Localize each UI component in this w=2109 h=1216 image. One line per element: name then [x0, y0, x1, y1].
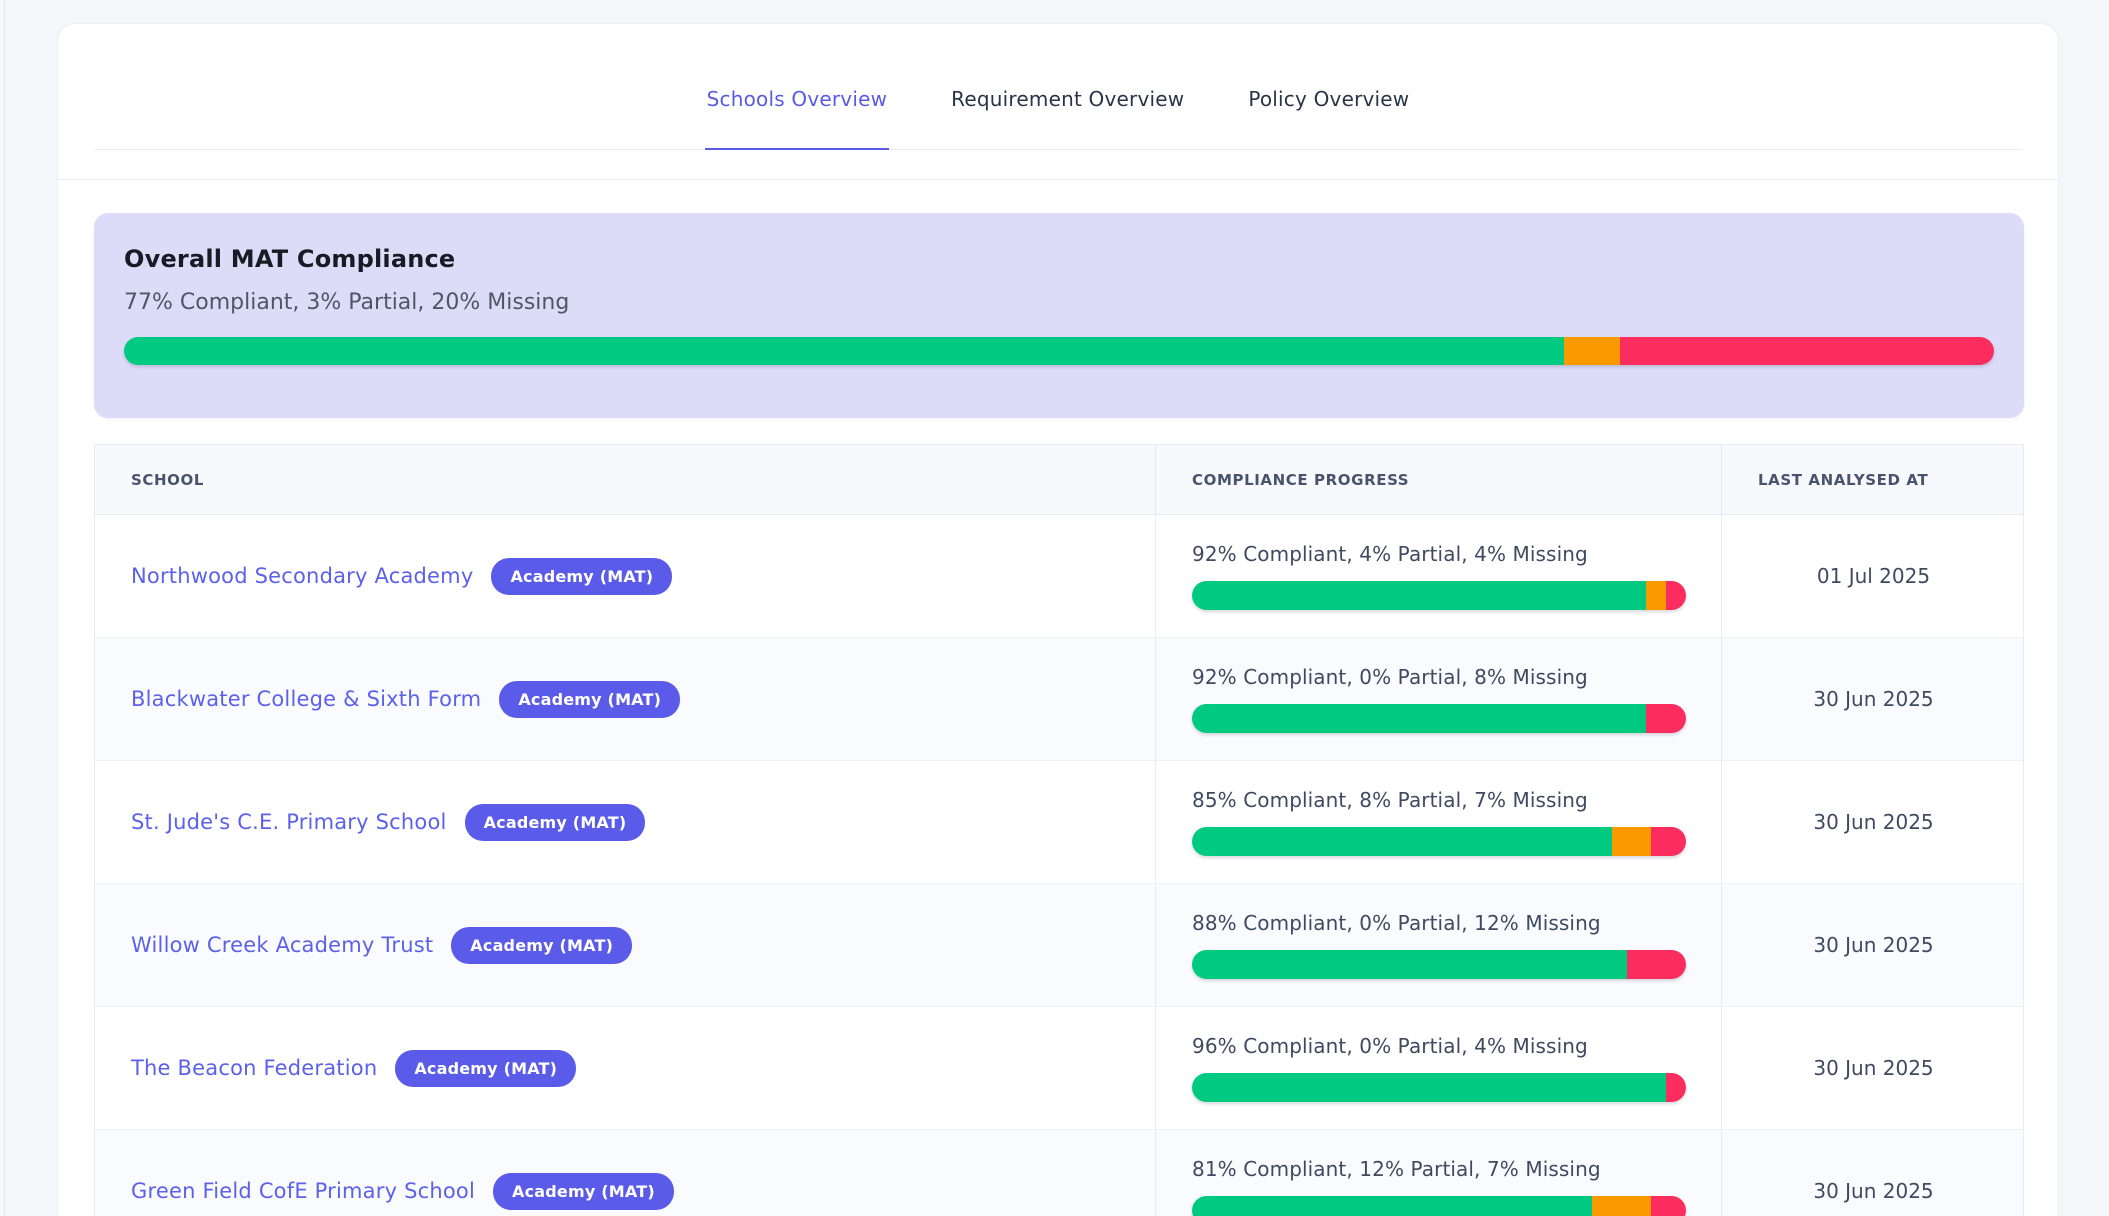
school-cell: Willow Creek Academy Trust Academy (MAT) — [95, 884, 1155, 1006]
missing-segment — [1651, 827, 1686, 856]
table-row: The Beacon Federation Academy (MAT) 96% … — [95, 1007, 2023, 1130]
overall-compliance-subtitle: 77% Compliant, 3% Partial, 20% Missing — [124, 290, 570, 315]
compliant-segment — [1192, 581, 1647, 610]
school-link[interactable]: The Beacon Federation — [131, 1056, 378, 1080]
missing-segment — [1666, 581, 1686, 610]
column-header-school: School — [131, 470, 205, 489]
school-type-badge: Academy (MAT) — [451, 926, 633, 964]
compliance-label: 96% Compliant, 0% Partial, 4% Missing — [1192, 1034, 1588, 1058]
schools-table: School Compliance Progress Last Analysed… — [94, 444, 2024, 1216]
compliance-label: 92% Compliant, 0% Partial, 8% Missing — [1192, 665, 1588, 689]
tabs-header: Schools Overview Requirement Overview Po… — [58, 24, 2058, 180]
partial-segment — [1592, 1196, 1652, 1216]
school-cell: The Beacon Federation Academy (MAT) — [95, 1007, 1155, 1129]
table-row: St. Jude's C.E. Primary School Academy (… — [95, 761, 2023, 884]
main-card: Schools Overview Requirement Overview Po… — [57, 23, 2059, 1216]
missing-segment — [1666, 1073, 1686, 1102]
compliance-label: 92% Compliant, 4% Partial, 4% Missing — [1192, 542, 1588, 566]
school-type-badge: Academy (MAT) — [491, 557, 673, 595]
overall-compliance-bar — [124, 337, 1994, 365]
partial-segment — [1611, 827, 1652, 856]
table-row: Blackwater College & Sixth Form Academy … — [95, 638, 2023, 761]
tab[interactable]: Schools Overview — [704, 87, 890, 150]
compliance-cell: 92% Compliant, 0% Partial, 8% Missing — [1155, 638, 1721, 760]
missing-segment — [1626, 950, 1686, 979]
header-divider — [58, 179, 2058, 180]
school-link[interactable]: Northwood Secondary Academy — [131, 564, 474, 588]
missing-segment — [1619, 337, 1994, 365]
page-left-edge — [4, 0, 5, 1216]
school-link[interactable]: Blackwater College & Sixth Form — [131, 687, 482, 711]
partial-segment — [1563, 337, 1620, 365]
last-analysed-cell: 30 Jun 2025 — [1721, 1007, 2025, 1129]
school-type-badge: Academy (MAT) — [464, 803, 646, 841]
compliance-cell: 92% Compliant, 4% Partial, 4% Missing — [1155, 515, 1721, 637]
missing-segment — [1651, 1196, 1686, 1216]
school-link[interactable]: St. Jude's C.E. Primary School — [131, 810, 447, 834]
school-type-badge: Academy (MAT) — [395, 1049, 577, 1087]
compliant-segment — [1192, 950, 1627, 979]
last-analysed-cell: 01 Jul 2025 — [1721, 515, 2025, 637]
school-cell: St. Jude's C.E. Primary School Academy (… — [95, 761, 1155, 883]
school-type-badge: Academy (MAT) — [499, 680, 681, 718]
last-analysed-cell: 30 Jun 2025 — [1721, 761, 2025, 883]
compliance-cell: 85% Compliant, 8% Partial, 7% Missing — [1155, 761, 1721, 883]
school-link[interactable]: Willow Creek Academy Trust — [131, 933, 434, 957]
missing-segment — [1646, 704, 1686, 733]
column-header-compliance-progress: Compliance Progress — [1155, 445, 1721, 514]
compliant-segment — [124, 337, 1564, 365]
school-cell: Northwood Secondary Academy Academy (MAT… — [95, 515, 1155, 637]
compliant-segment — [1192, 1196, 1593, 1216]
tab[interactable]: Policy Overview — [1248, 87, 1410, 111]
overall-compliance-title: Overall MAT Compliance — [124, 245, 456, 273]
compliance-cell: 88% Compliant, 0% Partial, 12% Missing — [1155, 884, 1721, 1006]
table-row: Willow Creek Academy Trust Academy (MAT)… — [95, 884, 2023, 1007]
column-header-last-analysed-at: Last Analysed At — [1721, 445, 2025, 514]
compliance-bar — [1192, 1073, 1686, 1102]
school-cell: Green Field CofE Primary School Academy … — [95, 1130, 1155, 1216]
overall-compliance-panel: Overall MAT Compliance 77% Compliant, 3%… — [94, 213, 2024, 418]
table-row: Northwood Secondary Academy Academy (MAT… — [95, 515, 2023, 638]
compliance-bar — [1192, 827, 1686, 856]
school-link[interactable]: Green Field CofE Primary School — [131, 1179, 476, 1203]
compliance-label: 88% Compliant, 0% Partial, 12% Missing — [1192, 911, 1601, 935]
compliance-bar — [1192, 1196, 1686, 1216]
compliance-label: 81% Compliant, 12% Partial, 7% Missing — [1192, 1157, 1601, 1181]
table-header-row: School Compliance Progress Last Analysed… — [95, 445, 2023, 515]
compliant-segment — [1192, 704, 1647, 733]
compliance-cell: 96% Compliant, 0% Partial, 4% Missing — [1155, 1007, 1721, 1129]
table-row: Green Field CofE Primary School Academy … — [95, 1130, 2023, 1216]
compliance-bar — [1192, 950, 1686, 979]
tab[interactable]: Requirement Overview — [951, 87, 1185, 111]
compliance-bar — [1192, 581, 1686, 610]
last-analysed-cell: 30 Jun 2025 — [1721, 638, 2025, 760]
compliance-bar — [1192, 704, 1686, 733]
compliant-segment — [1192, 1073, 1667, 1102]
tabs-row: Schools Overview Requirement Overview Po… — [94, 24, 2022, 150]
school-type-badge: Academy (MAT) — [493, 1172, 674, 1210]
school-cell: Blackwater College & Sixth Form Academy … — [95, 638, 1155, 760]
last-analysed-cell: 30 Jun 2025 — [1721, 884, 2025, 1006]
compliance-cell: 81% Compliant, 12% Partial, 7% Missing — [1155, 1130, 1721, 1216]
last-analysed-cell: 30 Jun 2025 — [1721, 1130, 2025, 1216]
compliant-segment — [1192, 827, 1612, 856]
compliance-label: 85% Compliant, 8% Partial, 7% Missing — [1192, 788, 1588, 812]
partial-segment — [1646, 581, 1667, 610]
